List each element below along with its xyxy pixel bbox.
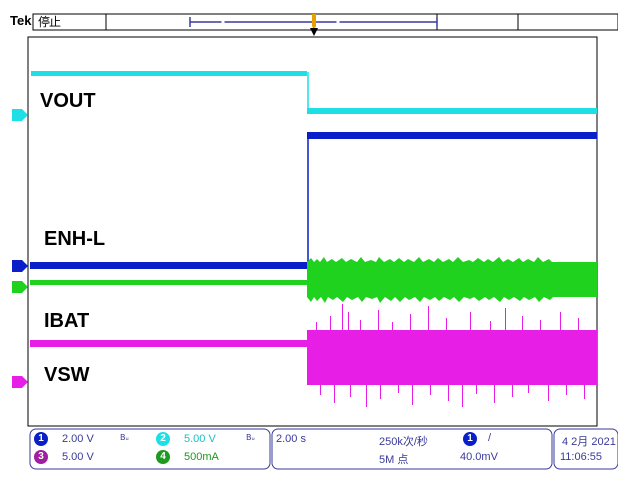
trigger-position-marker[interactable] (310, 14, 318, 36)
trace-label-vout: VOUT (40, 90, 96, 112)
status-bar-frames (29, 428, 618, 470)
trace-ch4 (30, 257, 597, 303)
trace-label-vsw: VSW (44, 364, 90, 386)
ch1-ground-marker[interactable] (12, 260, 28, 272)
trace-label-enh: ENH-L (44, 228, 106, 250)
trigger-source-badge[interactable]: 1 (463, 432, 477, 446)
trigger-slope-icon: / (488, 432, 492, 444)
date-readout: 4 2月 2021 (562, 436, 616, 448)
brand-label: Tek (10, 13, 32, 28)
status-bar: 1 2.00 V Bᵤ 2 5.00 V Bᵤ 3 5.00 V 4 500mA… (30, 428, 618, 470)
ch1-badge[interactable]: 1 (34, 432, 48, 446)
record-view-bar (32, 13, 618, 31)
sample-rate-readout: 250k次/秒 (379, 436, 428, 448)
ch2-scale: 5.00 V (184, 433, 216, 445)
ch3-badge[interactable]: 3 (34, 450, 48, 464)
ch1-scale: 2.00 V (62, 433, 94, 445)
ch2-ground-marker[interactable] (12, 109, 28, 121)
run-state-label: 停止 (38, 15, 61, 29)
trace-ch1 (30, 132, 597, 269)
trigger-level-readout[interactable]: 40.0mV (460, 451, 498, 463)
ch2-bandwidth-icon: Bᵤ (246, 433, 255, 442)
time-readout: 11:06:55 (560, 451, 603, 463)
ch3-scale: 5.00 V (62, 451, 94, 463)
ch4-badge[interactable]: 4 (156, 450, 170, 464)
record-length-readout: 5M 点 (379, 454, 409, 466)
trace-ch3 (30, 304, 597, 407)
ch4-ground-marker[interactable] (12, 281, 28, 293)
timebase-readout[interactable]: 2.00 s (276, 433, 306, 445)
ch3-ground-marker[interactable] (12, 376, 28, 388)
ch2-badge[interactable]: 2 (156, 432, 170, 446)
trace-ch2 (31, 71, 597, 114)
ch4-scale: 500mA (184, 451, 219, 463)
trace-label-ibat: IBAT (44, 310, 90, 332)
ch1-bandwidth-icon: Bᵤ (120, 433, 129, 442)
